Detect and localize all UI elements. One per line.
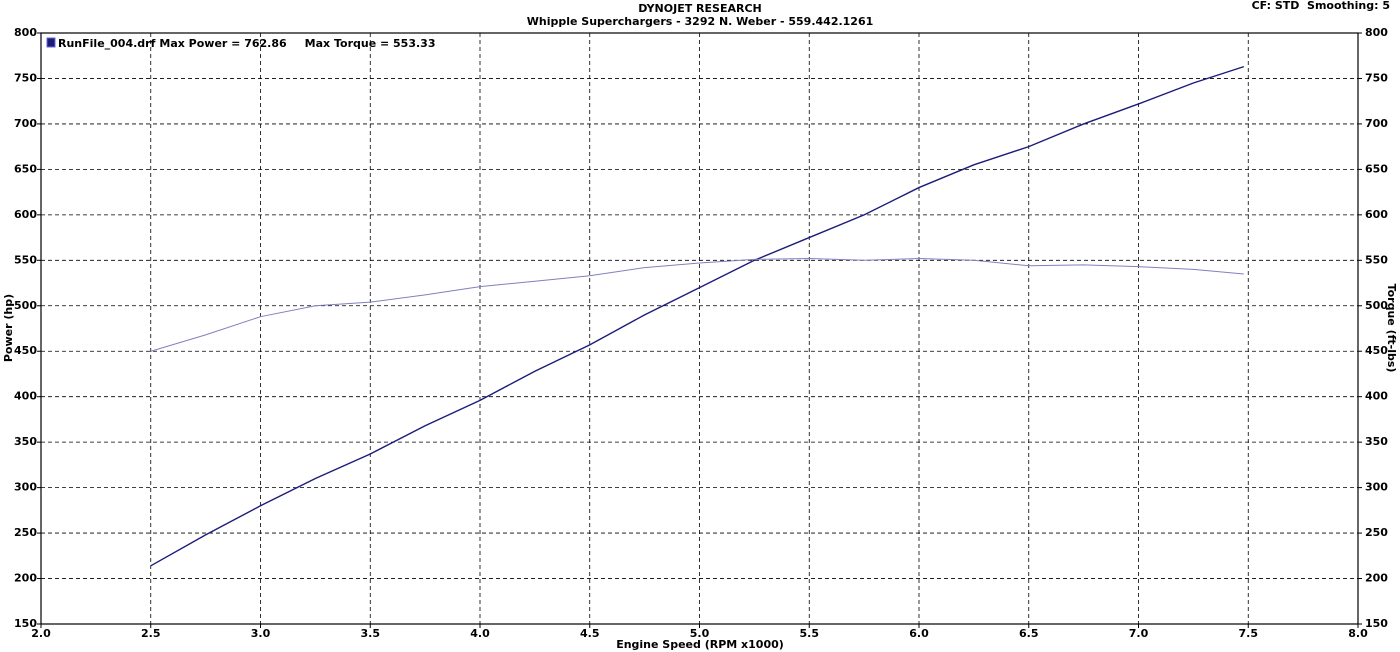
y-tick-label: 650 [14,162,37,175]
x-tick-label: 8.0 [1348,627,1368,640]
chart-title: DYNOJET RESEARCH [638,2,761,15]
x-tick-label: 6.0 [909,627,929,640]
y-tick-label: 200 [14,572,37,585]
y2-tick-label: 250 [1365,526,1388,539]
annotation: Max Power = 762.86 [159,37,287,50]
y2-tick-label: 750 [1365,71,1388,84]
x-tick-label: 4.0 [470,627,490,640]
x-tick-label: 7.5 [1239,627,1259,640]
data-line [150,257,1244,352]
x-tick-label: 2.5 [141,627,161,640]
y-tick-label: 800 [14,26,37,39]
y-tick-label: 600 [14,208,37,221]
y2-tick-label: 650 [1365,162,1388,175]
x-tick-label: 5.5 [800,627,820,640]
y2-tick-label: 300 [1365,481,1388,494]
y-tick-label: 150 [14,617,37,630]
y2-tick-label: 400 [1365,390,1388,403]
legend-swatch [46,37,56,48]
y-tick-label: 300 [14,481,37,494]
y2-tick-label: 200 [1365,572,1388,585]
y2-tick-label: 550 [1365,253,1388,266]
y-tick-label: 700 [14,117,37,130]
legend-entry: RunFile_004.drf [58,37,156,50]
settings-note: CF: STD Smoothing: 5 [1252,0,1390,12]
plot-border [40,32,1359,625]
y2-tick-label: 800 [1365,26,1388,39]
y2-tick-label: 600 [1365,208,1388,221]
y-tick-label: 250 [14,526,37,539]
y-tick-label: 450 [14,344,37,357]
y-tick-label: 400 [14,390,37,403]
y-axis-label: Power (hp) [2,294,15,362]
chart-subtitle: Whipple Superchargers - 3292 N. Weber - … [527,15,874,28]
y-tick-label: 550 [14,253,37,266]
y2-tick-label: 500 [1365,299,1388,312]
y-tick-label: 350 [14,435,37,448]
y2-tick-label: 350 [1365,435,1388,448]
x-tick-label: 5.0 [690,627,710,640]
x-tick-label: 7.0 [1129,627,1149,640]
y2-tick-label: 450 [1365,344,1388,357]
x-tick-label: 6.5 [1019,627,1039,640]
y2-axis-label: Torque (ft-lbs) [1385,284,1398,373]
x-tick-label: 3.0 [251,627,271,640]
x-tick-label: 4.5 [580,627,600,640]
y2-tick-label: 700 [1365,117,1388,130]
data-line [150,65,1245,567]
x-axis-label: Engine Speed (RPM x1000) [616,638,784,651]
x-tick-label: 2.0 [31,627,51,640]
y-tick-label: 750 [14,71,37,84]
x-tick-label: 3.5 [361,627,381,640]
y2-tick-label: 150 [1365,617,1388,630]
annotation: Max Torque = 553.33 [305,37,436,50]
y-tick-label: 500 [14,299,37,312]
